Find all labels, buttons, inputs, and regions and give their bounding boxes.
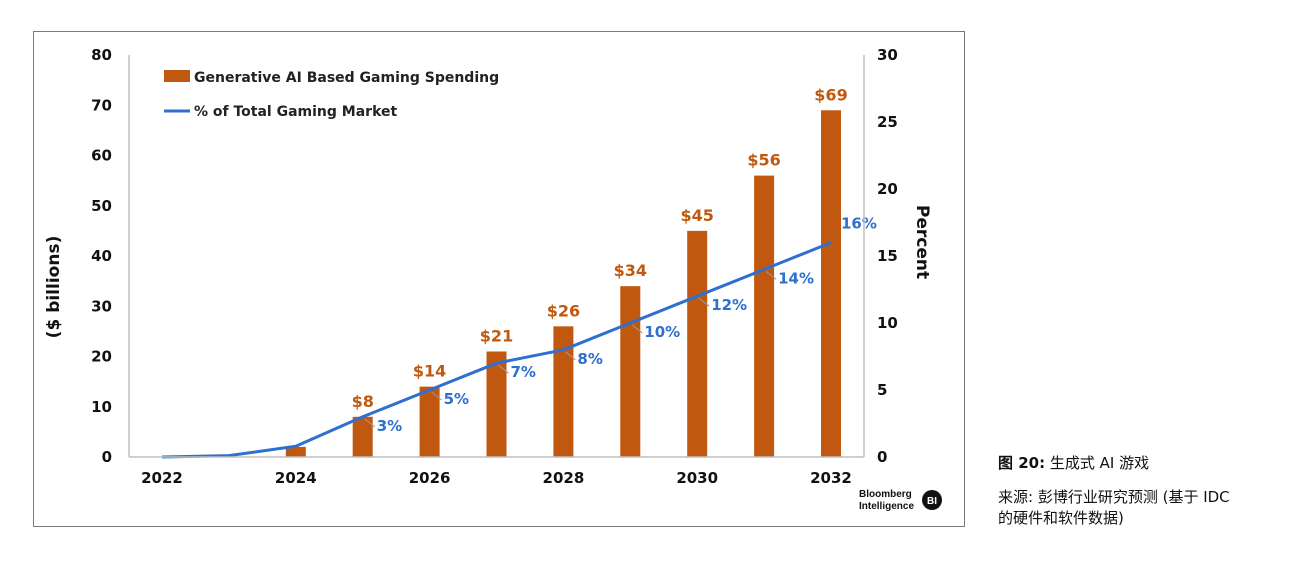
y-tick-label: 70 [91, 96, 112, 114]
bloomberg-logo: Bloomberg Intelligence BI [859, 489, 942, 512]
bi-badge-text: BI [927, 496, 937, 507]
line-data-label: 14% [778, 269, 814, 287]
y2-tick-label: 15 [877, 247, 898, 265]
legend-label-bar: Generative AI Based Gaming Spending [194, 70, 499, 86]
line-data-label: 10% [644, 323, 680, 341]
y-tick-label: 10 [91, 398, 112, 416]
line-label-leader [698, 297, 710, 307]
bar [687, 230, 708, 457]
figure-label: 图 20: [998, 454, 1046, 472]
bar [352, 416, 373, 457]
y-axis-title: ($ billions) [44, 236, 64, 339]
line-data-label: 12% [711, 296, 747, 314]
line-data-label: 8% [577, 350, 602, 368]
line-series [161, 241, 832, 459]
source-line-2: 的硬件和软件数据) [998, 509, 1124, 527]
y2-tick-label: 0 [877, 448, 887, 466]
bar [553, 326, 574, 457]
bar-data-label: $56 [747, 151, 780, 170]
bar [419, 386, 440, 457]
bar-data-label: $69 [814, 85, 847, 104]
bar [821, 110, 841, 458]
line-data-label: 7% [511, 363, 536, 381]
figure-title: 图 20: 生成式 AI 游戏 [998, 452, 1298, 473]
x-tick-label: 2030 [676, 469, 718, 487]
y-tick-label: 40 [91, 247, 112, 265]
y2-axis-title: Percent [912, 205, 932, 279]
x-tick-label: 2032 [810, 469, 852, 487]
x-tick-label: 2026 [409, 469, 451, 487]
y-tick-label: 30 [91, 297, 112, 315]
y-tick-label: 80 [91, 46, 112, 64]
y2-tick-label: 30 [877, 46, 898, 64]
line-data-label: 5% [444, 390, 469, 408]
bar-data-label: $8 [352, 392, 374, 411]
brand-line2: Intelligence [859, 501, 914, 512]
legend-label-line: % of Total Gaming Market [194, 104, 398, 120]
bar [754, 175, 775, 457]
x-tick-label: 2022 [141, 469, 183, 487]
figure-source: 来源: 彭博行业研究预测 (基于 IDC 的硬件和软件数据) [998, 487, 1298, 529]
bar-data-label: $26 [547, 301, 580, 320]
source-line-1: 来源: 彭博行业研究预测 (基于 IDC [998, 488, 1230, 506]
bar [620, 286, 641, 457]
line-data-label: 3% [377, 417, 402, 435]
y-tick-label: 20 [91, 348, 112, 366]
line-label-leader [565, 351, 576, 361]
bar [486, 351, 507, 457]
y2-tick-label: 5 [877, 381, 887, 399]
bar [285, 446, 306, 457]
brand-line1: Bloomberg [859, 489, 912, 500]
line-label-leader [364, 418, 376, 428]
line-label-leader [498, 364, 509, 374]
figure-title-text: 生成式 AI 游戏 [1049, 454, 1150, 472]
x-tick-label: 2028 [543, 469, 585, 487]
y2-tick-label: 25 [877, 113, 898, 131]
line-label-leader [631, 324, 643, 334]
figure-caption: 图 20: 生成式 AI 游戏 来源: 彭博行业研究预测 (基于 IDC 的硬件… [998, 452, 1298, 529]
y-tick-label: 0 [102, 448, 112, 466]
line-label-leader [765, 271, 777, 280]
y-tick-label: 60 [91, 147, 112, 165]
bar-data-label: $34 [614, 261, 647, 280]
y2-tick-label: 20 [877, 180, 898, 198]
chart-frame: 0 10 20 30 40 50 60 70 80 0 5 10 15 20 25 30 2022 2024 2… [33, 31, 965, 527]
bar-data-label: $45 [680, 206, 713, 225]
bi-badge-icon [922, 490, 942, 510]
line-label-leader [431, 391, 442, 401]
bar-data-label: $14 [413, 362, 446, 381]
y-tick-label: 50 [91, 197, 112, 215]
line-data-label: 16% [841, 215, 877, 233]
legend-swatch-bar [164, 70, 190, 82]
y2-tick-label: 10 [877, 314, 898, 332]
x-tick-label: 2024 [275, 469, 317, 487]
bar-data-label: $21 [480, 326, 513, 345]
